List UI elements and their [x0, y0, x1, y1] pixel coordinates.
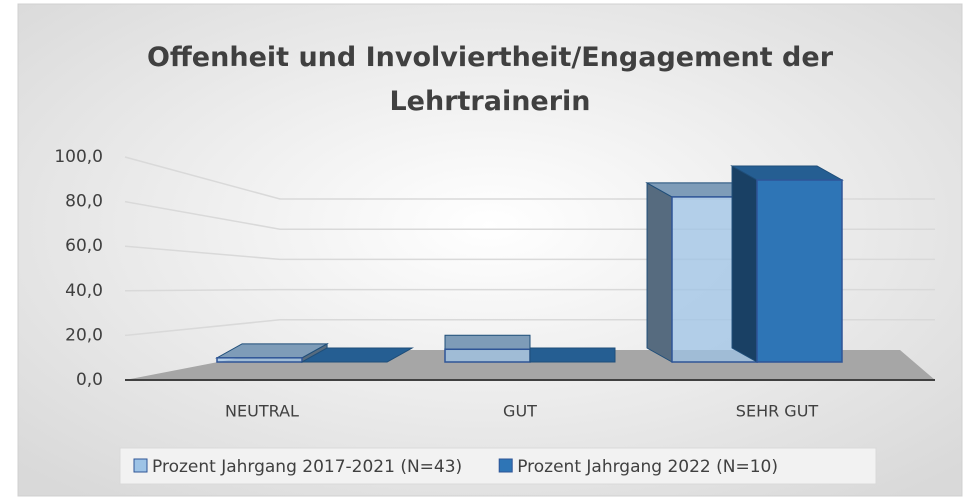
bar [444, 334, 531, 363]
bar-side [646, 182, 673, 363]
y-tick-label: 20,0 [65, 325, 103, 345]
bar [529, 347, 616, 363]
bar-front [444, 348, 531, 363]
y-tick-label: 0,0 [76, 370, 103, 390]
bar [215, 342, 330, 363]
legend-label: Prozent Jahrgang 2022 (N=10) [517, 457, 778, 477]
legend-swatch [133, 458, 148, 473]
bar [300, 347, 415, 363]
y-tick-label: 100,0 [54, 147, 103, 167]
bar-front [216, 357, 303, 363]
bar [730, 165, 844, 363]
bar-side [731, 165, 758, 363]
legend-label: Prozent Jahrgang 2017-2021 (N=43) [152, 457, 462, 477]
y-tick-label: 80,0 [65, 192, 103, 212]
bar-top [529, 347, 616, 363]
bar-top [300, 347, 415, 363]
y-tick-label: 40,0 [65, 281, 103, 301]
legend-box [119, 447, 877, 485]
x-tick-label: SEHR GUT [736, 402, 819, 421]
legend-swatch [498, 458, 513, 473]
chart-title: Offenheit und Involviertheit/Engagement … [147, 42, 834, 117]
x-tick-label: NEUTRAL [225, 402, 299, 421]
bar-top [444, 334, 531, 350]
bar-front [756, 179, 843, 363]
x-tick-label: GUT [503, 402, 537, 421]
y-tick-label: 60,0 [65, 236, 103, 256]
